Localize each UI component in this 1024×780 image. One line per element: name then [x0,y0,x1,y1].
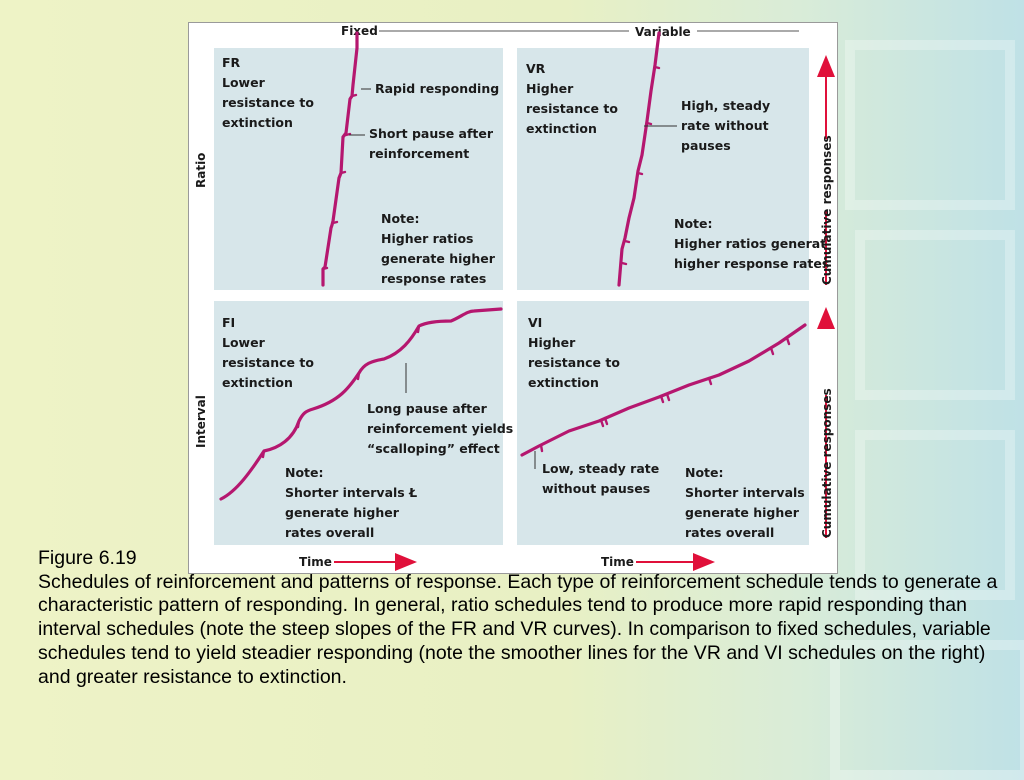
fi-curve [219,307,503,501]
cumulative-axis-top: Cumulative responses [817,55,835,285]
figure-caption: Figure 6.19 Schedules of reinforcement a… [38,547,1013,689]
vi-low-callout: Low, steady rate without pauses [542,461,659,496]
svg-text:rate without: rate without [681,118,769,133]
fi-scallop-callout: Long pause after reinforcement yields “s… [367,401,513,456]
fr-pause-callout: Short pause after reinforcement [369,126,494,161]
cumulative-label-top: Cumulative responses [820,135,834,285]
svg-text:higher response rates: higher response rates [674,256,829,271]
svg-text:Short pause after: Short pause after [369,126,494,141]
fr-rapid-callout: Rapid responding [375,81,499,96]
vr-curve [617,31,661,287]
svg-text:pauses: pauses [681,138,731,153]
svg-text:resistance to: resistance to [526,101,618,116]
vi-label: VI Higher resistance to extinction [528,315,620,390]
svg-text:High, steady: High, steady [681,98,770,113]
svg-text:without pauses: without pauses [542,481,650,496]
vr-label: VR Higher resistance to extinction [526,61,618,136]
svg-text:Note:: Note: [674,216,713,231]
svg-text:Shorter intervals: Shorter intervals [685,485,805,500]
fi-panel [214,301,503,545]
svg-text:resistance to: resistance to [222,355,314,370]
fr-note: Note: Higher ratios generate higher resp… [381,211,496,286]
svg-text:reinforcement yields: reinforcement yields [367,421,513,436]
fi-note: Note: Shorter intervals Ł generate highe… [285,465,417,540]
time-axis-right: Time [601,553,715,571]
svg-text:extinction: extinction [528,375,599,390]
caption-title: Figure 6.19 [38,547,137,569]
background-decoration [845,40,1015,210]
fi-label: FI Lower resistance to extinction [222,315,314,390]
svg-text:generate higher: generate higher [381,251,496,266]
svg-text:Note:: Note: [685,465,724,480]
vi-panel [517,301,809,545]
svg-text:rates overall: rates overall [685,525,774,540]
svg-text:Lower: Lower [222,335,266,350]
cumulative-label-bottom: Cumulative responses [820,388,834,538]
fr-label: FR Lower resistance to extinction [222,55,314,130]
row-label-interval: Interval [194,395,208,448]
svg-text:Note:: Note: [285,465,324,480]
fr-curve [321,31,359,287]
arrow-right-icon [395,553,417,571]
svg-text:Higher ratios generat: Higher ratios generat [674,236,826,251]
time-label-left: Time [299,555,332,569]
background-decoration [855,430,1015,600]
vi-note: Note: Shorter intervals generate higher … [685,465,805,540]
background-decoration [855,230,1015,400]
svg-text:Higher: Higher [528,335,576,350]
header-variable: Variable [635,25,691,39]
svg-text:Low, steady rate: Low, steady rate [542,461,659,476]
vr-panel [517,48,809,290]
svg-text:reinforcement: reinforcement [369,146,469,161]
arrow-right-icon [693,553,715,571]
vr-steady-callout: High, steady rate without pauses [681,98,770,153]
svg-text:Shorter intervals Ł: Shorter intervals Ł [285,485,417,500]
svg-text:extinction: extinction [526,121,597,136]
time-label-right: Time [601,555,634,569]
vr-note: Note: Higher ratios generat higher respo… [674,216,829,271]
svg-text:VR: VR [526,61,546,76]
reinforcement-schedules-figure: Fixed Variable Ratio Interval [188,22,838,574]
svg-text:Long pause after: Long pause after [367,401,488,416]
svg-text:extinction: extinction [222,375,293,390]
svg-text:VI: VI [528,315,542,330]
svg-text:extinction: extinction [222,115,293,130]
arrow-up-icon [817,55,835,77]
svg-text:resistance to: resistance to [528,355,620,370]
fr-panel [214,48,503,290]
svg-text:generate higher: generate higher [685,505,800,520]
header-fixed: Fixed [341,24,378,38]
svg-text:FI: FI [222,315,235,330]
arrow-up-icon [817,307,835,329]
row-label-ratio: Ratio [194,153,208,188]
vi-curve [520,323,807,457]
svg-text:Higher: Higher [526,81,574,96]
time-axis-left: Time [299,553,417,571]
cumulative-axis-bottom: Cumulative responses [817,307,835,538]
schedules-diagram: Fixed Variable Ratio Interval [194,24,835,571]
svg-text:generate higher: generate higher [285,505,400,520]
svg-text:Note:: Note: [381,211,420,226]
svg-text:resistance to: resistance to [222,95,314,110]
svg-text:rates overall: rates overall [285,525,374,540]
svg-text:“scalloping” effect: “scalloping” effect [367,441,500,456]
caption-body: Schedules of reinforcement and patterns … [38,570,998,688]
svg-text:Higher ratios: Higher ratios [381,231,473,246]
svg-text:Lower: Lower [222,75,266,90]
svg-text:FR: FR [222,55,241,70]
svg-text:response rates: response rates [381,271,486,286]
